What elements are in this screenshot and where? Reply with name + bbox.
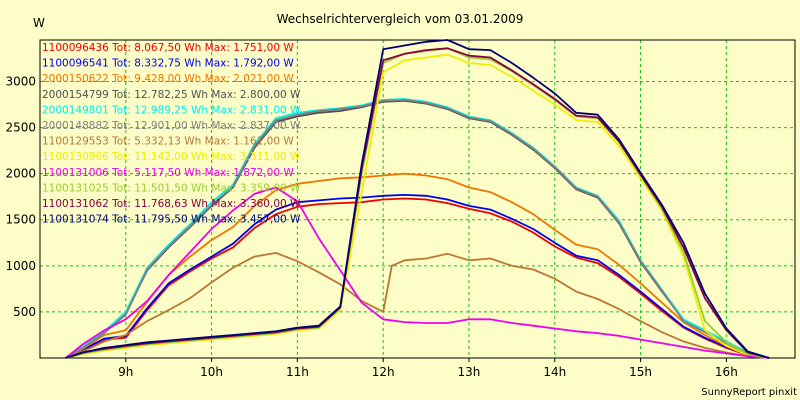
x-tick-label: 9h bbox=[118, 365, 133, 379]
legend-entry: 1100096436 Tot: 8.067,50 Wh Max: 1.751,0… bbox=[42, 42, 294, 54]
y-tick-label: 1000 bbox=[5, 259, 36, 273]
legend-entry: 2000150622 Tot: 9.428,00 Wh Max: 2.021,0… bbox=[42, 73, 294, 85]
series-line bbox=[65, 172, 770, 359]
legend-entry: 1100131006 Tot: 5.117,50 Wh Max: 1.872,0… bbox=[42, 167, 294, 179]
y-tick-label: 2000 bbox=[5, 167, 36, 181]
series-lines bbox=[65, 39, 770, 359]
legend-entry: 1100129553 Tot: 5.332,13 Wh Max: 1.161,0… bbox=[42, 136, 294, 148]
series-line bbox=[65, 193, 770, 359]
y-tick-label: 3000 bbox=[5, 74, 36, 88]
plot-frame bbox=[39, 39, 796, 359]
legend-entry: 1100131062 Tot: 11.768,63 Wh Max: 3.360,… bbox=[42, 198, 301, 210]
legend-entry: 2000148882 Tot: 12.901,00 Wh Max: 2.837,… bbox=[42, 120, 301, 132]
series-line bbox=[65, 99, 770, 359]
x-tick-label: 13h bbox=[458, 365, 481, 379]
legend-entry: 1100131025 Tot: 11.501,50 Wh Max: 3.359,… bbox=[42, 182, 301, 194]
y-tick-label: 2500 bbox=[5, 121, 36, 135]
footer-credit: SunnyReport pinxit bbox=[701, 387, 797, 398]
legend-entry: 1100096541 Tot: 8.332,75 Wh Max: 1.792,0… bbox=[42, 58, 294, 70]
x-tick-label: 15h bbox=[629, 365, 652, 379]
series-line bbox=[65, 39, 770, 359]
legend-entry: 1100131074 Tot: 11.795,50 Wh Max: 3.457,… bbox=[42, 214, 301, 226]
series-line bbox=[65, 186, 770, 359]
legend-entry: 2000154799 Tot: 12.782,25 Wh Max: 2.800,… bbox=[42, 89, 301, 101]
y-tick-label: 500 bbox=[13, 305, 36, 319]
y-tick-labels: 500 1000 1500 2000 2500 3000 bbox=[5, 74, 36, 318]
legend-entry: 2000149801 Tot: 12.989,25 Wh Max: 2.831,… bbox=[42, 104, 301, 116]
x-tick-labels: 9h 10h 11h 12h 13h 14h 15h 16h bbox=[118, 365, 738, 379]
series-line bbox=[65, 53, 770, 359]
y-tick-label: 1500 bbox=[5, 213, 36, 227]
x-tick-label: 10h bbox=[200, 365, 223, 379]
x-tick-label: 14h bbox=[543, 365, 566, 379]
series-line bbox=[65, 47, 770, 359]
grid-lines bbox=[40, 40, 795, 362]
legend: 1100096436 Tot: 8.067,50 Wh Max: 1.751,0… bbox=[42, 42, 301, 226]
series-line bbox=[65, 197, 770, 359]
legend-entry: 1100130966 Tot: 11.142,00 Wh Max: 3.311,… bbox=[42, 151, 301, 163]
x-tick-label: 12h bbox=[372, 365, 395, 379]
chart-title: Wechselrichtervergleich vom 03.01.2009 bbox=[277, 12, 524, 26]
x-tick-label: 16h bbox=[715, 365, 738, 379]
x-tick-label: 11h bbox=[286, 365, 309, 379]
y-axis-unit-label: W bbox=[33, 16, 45, 30]
series-line bbox=[65, 251, 770, 359]
